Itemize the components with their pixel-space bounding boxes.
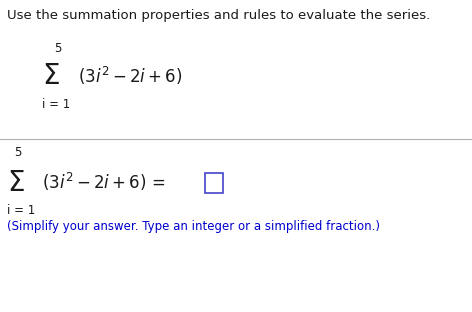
Text: Σ: Σ	[42, 62, 60, 90]
Text: i = 1: i = 1	[7, 204, 35, 217]
Text: Use the summation properties and rules to evaluate the series.: Use the summation properties and rules t…	[7, 9, 430, 22]
Text: $(3i^2 - 2i + 6)$ =: $(3i^2 - 2i + 6)$ =	[42, 171, 166, 193]
Text: 5: 5	[54, 41, 62, 55]
Text: $(3i^2 - 2i + 6)$: $(3i^2 - 2i + 6)$	[78, 65, 183, 86]
Text: 5: 5	[14, 146, 22, 159]
Bar	[205, 173, 223, 193]
Text: i = 1: i = 1	[42, 98, 71, 111]
Text: Σ: Σ	[7, 168, 25, 197]
Text: (Simplify your answer. Type an integer or a simplified fraction.): (Simplify your answer. Type an integer o…	[7, 220, 380, 233]
